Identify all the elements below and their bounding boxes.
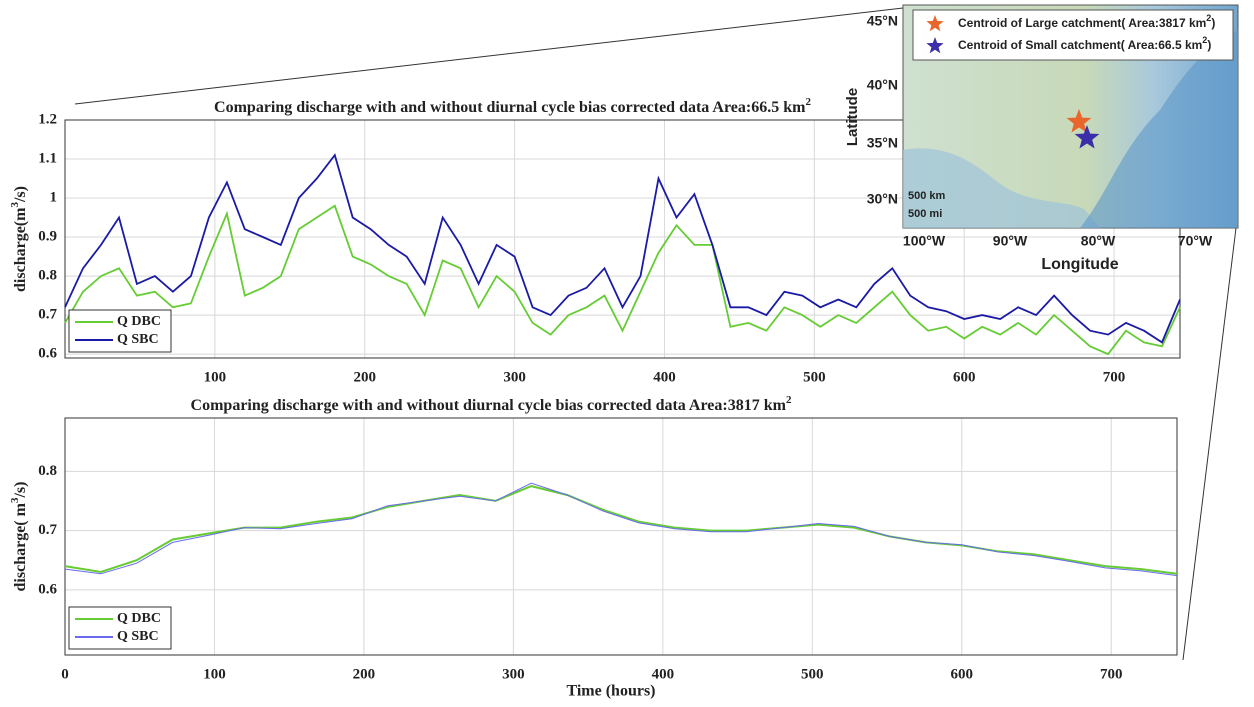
series-line — [64, 153, 1181, 344]
map-legend-label-part: 2 — [1206, 13, 1211, 23]
map-legend-label-part: ) — [1207, 38, 1211, 52]
y-axis-label: discharge(m3/s) — [9, 186, 29, 292]
x-tick-label: 0 — [61, 666, 69, 682]
map-lat-tick: 40°N — [867, 77, 898, 93]
y-tick-label: 1.2 — [38, 111, 57, 127]
x-tick-label: 600 — [951, 666, 974, 682]
y-tick-label: 1 — [50, 189, 58, 205]
map-lon-tick: 90°W — [993, 233, 1028, 249]
map-legend-label-part: Centroid of Large catchment( Area:3817 k… — [958, 16, 1206, 30]
y-axis-label-part: discharge(m — [12, 207, 29, 292]
series-line — [64, 204, 1181, 356]
map-legend-label: Centroid of Large catchment( Area:3817 k… — [958, 13, 1215, 30]
x-tick-label: 400 — [652, 666, 675, 682]
map-star — [1066, 109, 1092, 133]
x-tick-label: 700 — [1100, 666, 1123, 682]
map-coast — [1080, 30, 1238, 228]
map-scale: 500 mi — [908, 208, 942, 220]
y-axis-label-part: 3 — [9, 202, 21, 208]
legend-label: Q SBC — [117, 629, 159, 644]
map-legend-label: Centroid of Small catchment( Area:66.5 k… — [958, 35, 1211, 52]
legend-box — [68, 606, 172, 650]
x-tick-label: 300 — [502, 666, 525, 682]
zoom-line — [1182, 227, 1237, 661]
map-y-label: Latitude — [844, 88, 861, 146]
chart-title-part: Comparing discharge with and without diu… — [214, 99, 806, 116]
x-tick-label: 700 — [1103, 369, 1126, 385]
map-land — [903, 148, 1100, 228]
x-tick-label: 500 — [801, 666, 824, 682]
plot-area — [65, 418, 1177, 655]
x-tick-label: 200 — [353, 369, 376, 385]
chart-title-part: 2 — [786, 394, 792, 406]
x-tick-label: 200 — [353, 666, 376, 682]
map-lon-tick: 100°W — [903, 233, 946, 249]
chart-title-part: 2 — [805, 96, 811, 108]
series-line — [64, 482, 1178, 577]
map-legend-label-part: ) — [1211, 16, 1215, 30]
y-axis-label-part: /s) — [12, 186, 29, 203]
y-tick-label: 0.8 — [38, 463, 57, 479]
y-axis-label: discharge( m3/s) — [9, 482, 29, 592]
map-star — [1074, 125, 1100, 149]
axes-frame — [64, 119, 1181, 359]
map-lat-tick: 30°N — [867, 191, 898, 207]
map-star — [926, 15, 944, 32]
y-tick-label: 1.1 — [38, 150, 57, 166]
y-tick-label: 0.6 — [38, 581, 57, 597]
x-axis-label: Time (hours) — [566, 683, 655, 700]
map-scale: 500 km — [908, 190, 946, 202]
x-tick-label: 500 — [803, 369, 826, 385]
y-axis-label-part: discharge( m — [12, 502, 29, 591]
y-tick-label: 0.6 — [38, 346, 57, 362]
y-axis-label-part: 3 — [9, 497, 21, 503]
y-tick-label: 0.7 — [38, 307, 57, 323]
map-x-label: Longitude — [1041, 256, 1118, 273]
map-star — [926, 37, 944, 54]
map-lat-tick: 35°N — [867, 135, 898, 151]
y-tick-label: 0.9 — [38, 228, 57, 244]
x-tick-label: 400 — [653, 369, 676, 385]
y-axis-label-part: /s) — [12, 482, 29, 499]
x-tick-label: 300 — [503, 369, 526, 385]
map-lon-tick: 80°W — [1081, 233, 1116, 249]
legend-label: Q DBC — [117, 611, 161, 626]
x-tick-label: 100 — [203, 666, 226, 682]
x-tick-label: 600 — [953, 369, 976, 385]
map-legend-box — [912, 9, 1234, 61]
axes-frame — [64, 417, 1178, 656]
map-legend-label-part: 2 — [1202, 35, 1207, 45]
y-tick-label: 0.8 — [38, 268, 57, 284]
x-tick-label: 100 — [204, 369, 227, 385]
chart-title: Comparing discharge with and without diu… — [191, 394, 792, 414]
map-lat-tick: 45°N — [867, 13, 898, 29]
chart-title: Comparing discharge with and without diu… — [214, 96, 811, 116]
legend-box — [68, 309, 172, 353]
chart-title-part: Comparing discharge with and without diu… — [191, 397, 787, 414]
y-tick-label: 0.7 — [38, 522, 57, 538]
map-legend-label-part: Centroid of Small catchment( Area:66.5 k… — [958, 38, 1202, 52]
legend-label: Q DBC — [117, 314, 161, 329]
legend-label: Q SBC — [117, 332, 159, 347]
map-lon-tick: 70°W — [1178, 233, 1213, 249]
zoom-line — [74, 7, 904, 105]
